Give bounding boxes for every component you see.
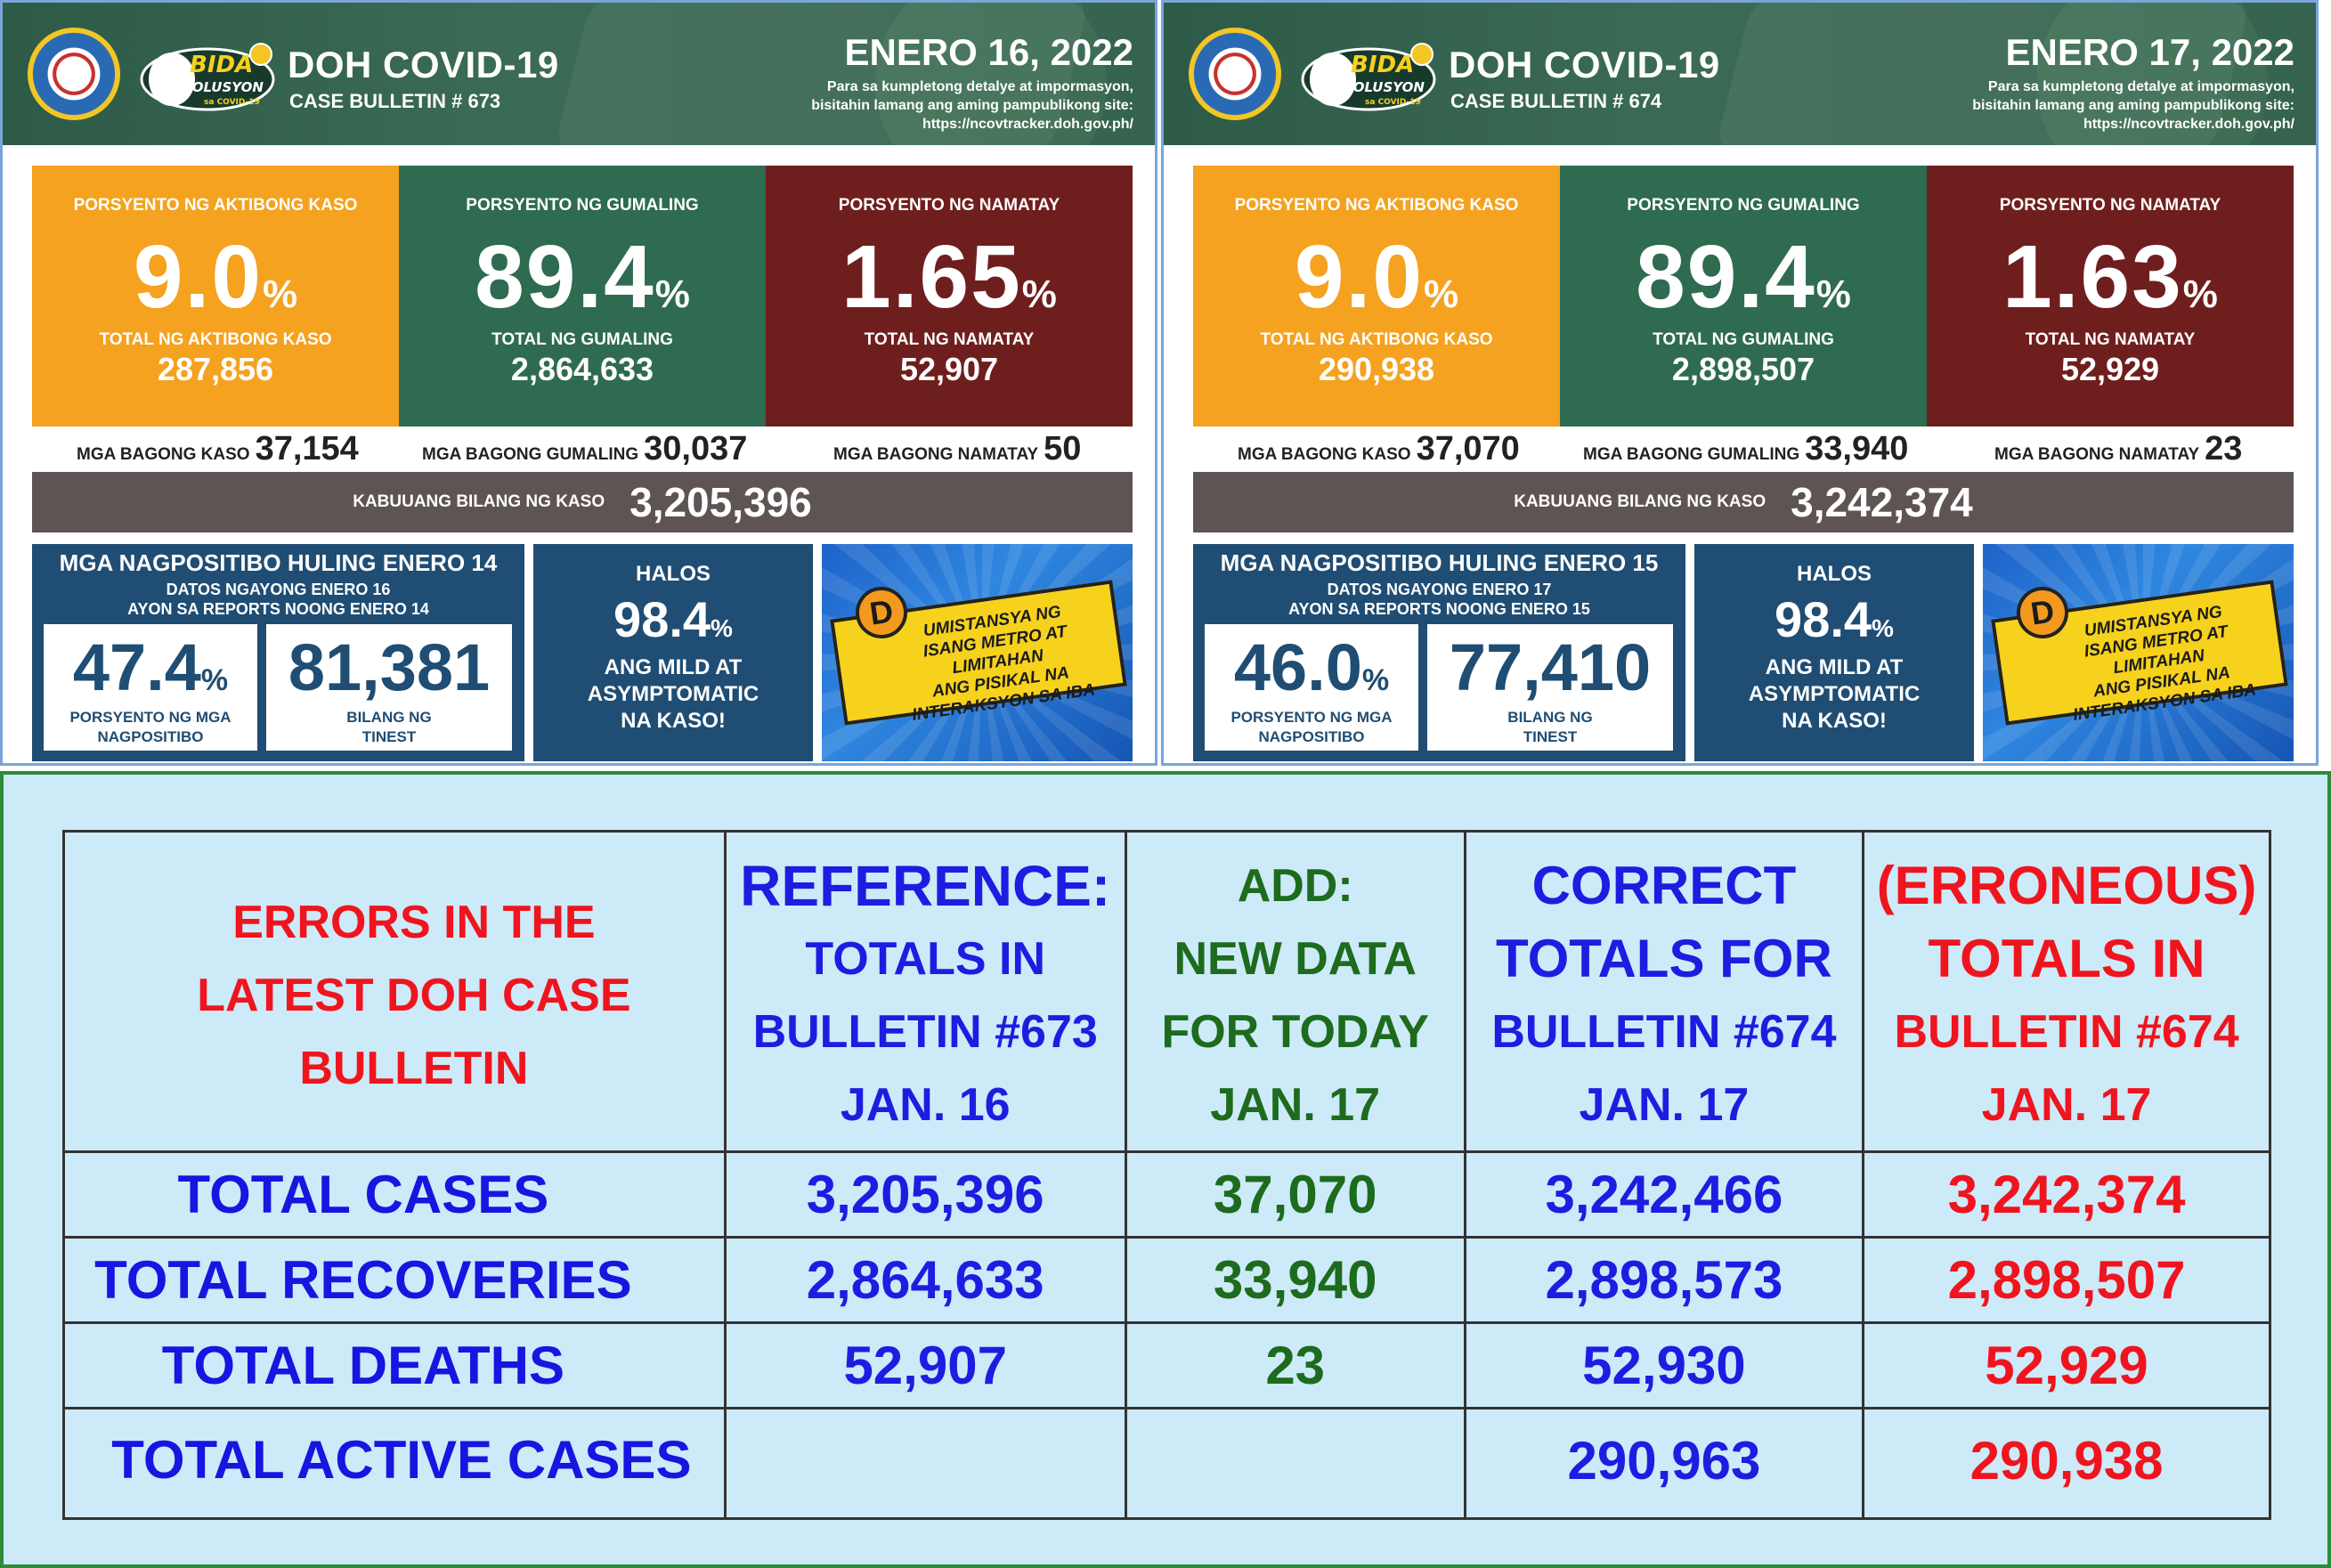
reference-value: 3,205,396 — [723, 1150, 1127, 1239]
erroneous-column-header: (ERRONEOUS) TOTALS IN BULLETIN #674 JAN.… — [1862, 830, 2271, 1153]
bulletin-title: DOH COVID-19 — [1449, 44, 1720, 85]
row-label: TOTAL CASES — [62, 1150, 727, 1239]
table-row: TOTAL RECOVERIES 2,864,633 33,940 2,898,… — [62, 1236, 2271, 1324]
doh-seal-logo — [28, 28, 120, 120]
case-bulletin-674: BIDA SOLUSYON sa COVID-19 DOH COVID-19 C… — [1161, 0, 2319, 766]
row-label: TOTAL DEATHS — [62, 1321, 727, 1410]
ncovtracker-link[interactable]: https://ncovtracker.doh.gov.ph/ — [922, 117, 1133, 132]
positivity-box: MGA NAGPOSITIBO HULING ENERO 15 DATOS NG… — [1193, 544, 1685, 761]
new-cases: MGA BAGONG KASO 37,070 — [1238, 430, 1520, 467]
new-cases: MGA BAGONG KASO 37,154 — [77, 430, 359, 467]
deaths-card: PORSYENTO NG NAMATAY 1.63% TOTAL NG NAMA… — [1927, 166, 2294, 427]
erroneous-value: 52,929 — [1862, 1321, 2271, 1410]
table-row: TOTAL ACTIVE CASES 290,963 290,938 — [62, 1407, 2271, 1520]
new-recoveries: MGA BAGONG GUMALING 33,940 — [1583, 430, 1909, 467]
bulletin-title: DOH COVID-19 — [288, 44, 559, 85]
tested-count-card: 81,381 BILANG NG TINEST — [266, 624, 512, 751]
table-row: TOTAL CASES 3,205,396 37,070 3,242,466 3… — [62, 1150, 2271, 1239]
total-cases-bar: KABUUANG BILANG NG KASO 3,205,396 — [32, 472, 1133, 532]
svg-text:SOLUSYON: SOLUSYON — [1344, 79, 1425, 95]
errors-table: ERRORS IN THE LATEST DOH CASE BULLETIN R… — [62, 830, 2271, 1520]
new-counts-row: MGA BAGONG KASO 37,070 MGA BAGONG GUMALIN… — [1193, 430, 2294, 469]
deaths-total: 52,907 — [899, 351, 999, 387]
info-note: Para sa kumpletong detalye at impormasyo… — [759, 77, 1133, 134]
bulletin-date: ENERO 17, 2022 — [2005, 31, 2294, 73]
new-deaths: MGA BAGONG NAMATAY 23 — [1994, 430, 2243, 467]
distancing-reminder-graphic: UMISTANSYA NG ISANG METRO AT LIMITAHAN A… — [1983, 544, 2294, 761]
row-label: TOTAL ACTIVE CASES — [62, 1407, 727, 1520]
active-cases-total: 287,856 — [157, 351, 274, 387]
bida-solusyon-logo: BIDA SOLUSYON sa COVID-19 — [1301, 43, 1436, 111]
deaths-total: 52,929 — [2060, 351, 2160, 387]
errors-comparison-panel: ERRORS IN THE LATEST DOH CASE BULLETIN R… — [0, 771, 2331, 1568]
total-cases-bar: KABUUANG BILANG NG KASO 3,242,374 — [1193, 472, 2294, 532]
distancing-reminder-graphic: UMISTANSYA NG ISANG METRO AT LIMITAHAN A… — [822, 544, 1133, 761]
add-value — [1124, 1407, 1466, 1520]
correct-value: 290,963 — [1463, 1407, 1865, 1520]
ncovtracker-link[interactable]: https://ncovtracker.doh.gov.ph/ — [2083, 117, 2294, 132]
table-row: TOTAL DEATHS 52,907 23 52,930 52,929 — [62, 1321, 2271, 1410]
active-cases-card: PORSYENTO NG AKTIBONG KASO 9.0% TOTAL NG… — [1193, 166, 1560, 427]
reference-value — [723, 1407, 1127, 1520]
mild-asymptomatic-box: HALOS 98.4% ANG MILD AT ASYMPTOMATIC NA KA… — [1694, 544, 1974, 761]
reference-value: 52,907 — [723, 1321, 1127, 1410]
correct-column-header: CORRECT TOTALS FOR BULLETIN #674 JAN. 17 — [1463, 830, 1865, 1153]
add-value: 37,070 — [1124, 1150, 1466, 1239]
recovered-card: PORSYENTO NG GUMALING 89.4% TOTAL NG GUM… — [399, 166, 766, 427]
svg-text:SOLUSYON: SOLUSYON — [183, 79, 264, 95]
active-cases-card: PORSYENTO NG AKTIBONG KASO 9.0% TOTAL NG… — [32, 166, 399, 427]
add-value: 33,940 — [1124, 1236, 1466, 1324]
reference-value: 2,864,633 — [723, 1236, 1127, 1324]
svg-text:BIDA: BIDA — [1351, 52, 1414, 78]
case-bulletin-number: CASE BULLETIN # 674 — [1450, 90, 1662, 112]
new-deaths: MGA BAGONG NAMATAY 50 — [833, 430, 1082, 467]
add-column-header: ADD: NEW DATA FOR TODAY JAN. 17 — [1124, 830, 1466, 1153]
active-cases-total: 290,938 — [1318, 351, 1435, 387]
correct-value: 52,930 — [1463, 1321, 1865, 1410]
erroneous-value: 290,938 — [1862, 1407, 2271, 1520]
positivity-box: MGA NAGPOSITIBO HULING ENERO 14 DATOS NG… — [32, 544, 524, 761]
doh-seal-logo — [1189, 28, 1281, 120]
reference-column-header: REFERENCE: TOTALS IN BULLETIN #673 JAN. … — [723, 830, 1127, 1153]
table-header-row: ERRORS IN THE LATEST DOH CASE BULLETIN R… — [62, 830, 2271, 1153]
new-counts-row: MGA BAGONG KASO 37,154 MGA BAGONG GUMALIN… — [32, 430, 1133, 469]
svg-text:sa COVID-19: sa COVID-19 — [204, 98, 260, 107]
erroneous-value: 3,242,374 — [1862, 1150, 2271, 1239]
bulletin-header: BIDA SOLUSYON sa COVID-19 DOH COVID-19 C… — [1164, 3, 2316, 145]
row-label: TOTAL RECOVERIES — [62, 1236, 727, 1324]
case-bulletin-673: BIDA SOLUSYON sa COVID-19 DOH COVID-19 C… — [0, 0, 1157, 766]
new-recoveries: MGA BAGONG GUMALING 30,037 — [422, 430, 748, 467]
deaths-card: PORSYENTO NG NAMATAY 1.65% TOTAL NG NAMA… — [766, 166, 1133, 427]
svg-text:BIDA: BIDA — [190, 52, 253, 78]
positivity-rate-card: 46.0% PORSYENTO NG MGA NAGPOSITIBO — [1205, 624, 1418, 751]
bulletin-date: ENERO 16, 2022 — [844, 31, 1133, 73]
recovered-card: PORSYENTO NG GUMALING 89.4% TOTAL NG GUM… — [1560, 166, 1927, 427]
tested-count-card: 77,410 BILANG NG TINEST — [1427, 624, 1673, 751]
recovered-total: 2,864,633 — [510, 351, 654, 387]
correct-value: 2,898,573 — [1463, 1236, 1865, 1324]
table-title: ERRORS IN THE LATEST DOH CASE BULLETIN — [62, 830, 727, 1153]
svg-text:sa COVID-19: sa COVID-19 — [1365, 98, 1421, 107]
erroneous-value: 2,898,507 — [1862, 1236, 2271, 1324]
bulletin-header: BIDA SOLUSYON sa COVID-19 DOH COVID-19 C… — [3, 3, 1155, 145]
info-note: Para sa kumpletong detalye at impormasyo… — [1921, 77, 2294, 134]
correct-value: 3,242,466 — [1463, 1150, 1865, 1239]
add-value: 23 — [1124, 1321, 1466, 1410]
mild-asymptomatic-box: HALOS 98.4% ANG MILD AT ASYMPTOMATIC NA KA… — [533, 544, 813, 761]
positivity-rate-card: 47.4% PORSYENTO NG MGA NAGPOSITIBO — [44, 624, 257, 751]
bida-solusyon-logo: BIDA SOLUSYON sa COVID-19 — [140, 43, 275, 111]
case-bulletin-number: CASE BULLETIN # 673 — [289, 90, 501, 112]
recovered-total: 2,898,507 — [1671, 351, 1815, 387]
